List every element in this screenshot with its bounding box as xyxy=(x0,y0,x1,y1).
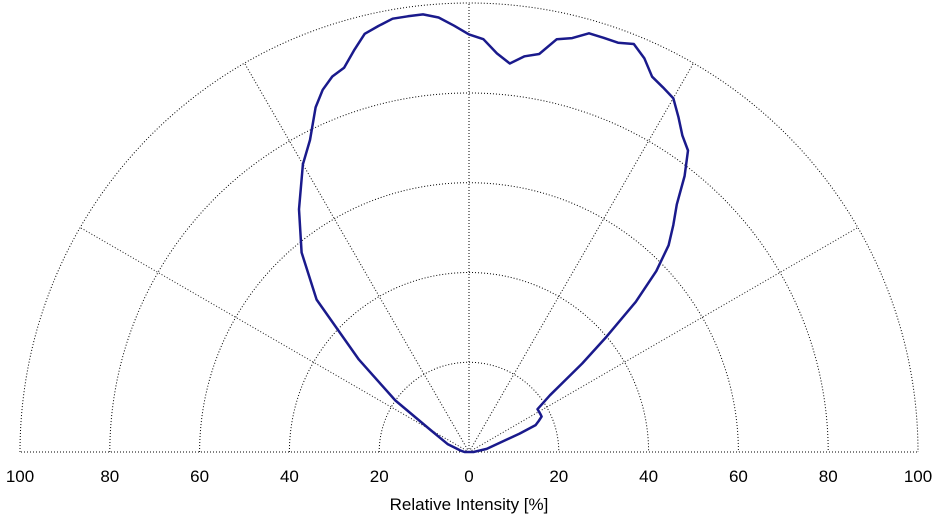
tick-label: 60 xyxy=(190,467,209,486)
x-axis-label: Relative Intensity [%] xyxy=(390,495,549,514)
tick-label: 20 xyxy=(370,467,389,486)
grid-spoke-m30 xyxy=(244,62,470,453)
tick-label: 40 xyxy=(280,467,299,486)
tick-label: 20 xyxy=(549,467,568,486)
series-layer xyxy=(297,13,690,454)
grid-ring-100 xyxy=(19,2,919,453)
grid-ring-80 xyxy=(109,92,829,453)
series-trace xyxy=(297,13,690,454)
tick-label: 80 xyxy=(100,467,119,486)
tick-label: 0 xyxy=(464,467,473,486)
grid-spoke-60 xyxy=(468,227,859,453)
radial-tick-labels: 100 80 60 40 20 0 20 40 60 80 100 xyxy=(6,467,932,486)
grid-spoke-m60 xyxy=(79,227,470,453)
polar-grid xyxy=(19,2,919,453)
tick-label: 80 xyxy=(819,467,838,486)
grid-spoke-30 xyxy=(468,62,694,453)
tick-label: 100 xyxy=(904,467,932,486)
tick-label: 100 xyxy=(6,467,34,486)
grid-ring-40 xyxy=(288,271,650,453)
grid-ring-20 xyxy=(378,361,560,453)
tick-label: 60 xyxy=(729,467,748,486)
tick-label: 40 xyxy=(639,467,658,486)
